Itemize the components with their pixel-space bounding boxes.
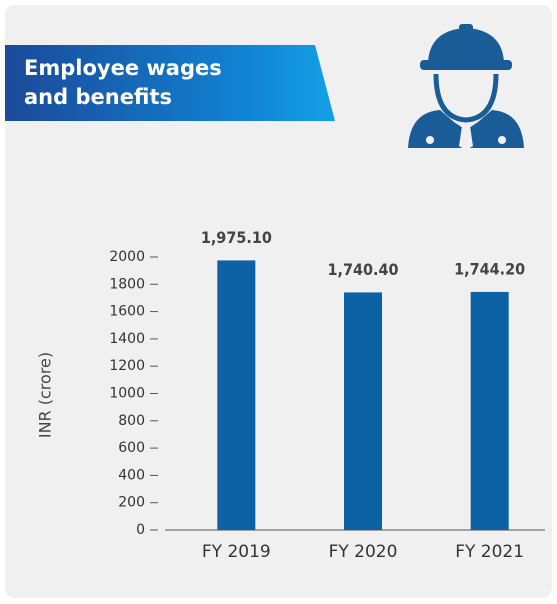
y-tick-label: 1600 xyxy=(109,304,145,320)
y-tick-label: 600 xyxy=(118,440,145,456)
x-tick-label: FY 2019 xyxy=(202,542,271,562)
chart-title: Employee wages and benefits xyxy=(24,56,222,109)
bar xyxy=(217,260,256,530)
value-label: 1,975.10 xyxy=(201,228,272,247)
y-tick-label: 1400 xyxy=(109,331,145,347)
y-tick-label: 800 xyxy=(118,413,145,429)
y-tick-label: 1200 xyxy=(109,358,145,374)
value-label: 1,740.40 xyxy=(327,260,398,279)
y-tick-label: 1000 xyxy=(109,386,145,402)
y-tick-label: 1800 xyxy=(109,276,145,292)
x-tick-label: FY 2020 xyxy=(329,542,398,562)
y-tick-label: 0 xyxy=(136,522,145,538)
bar xyxy=(470,291,509,530)
value-label: 1,744.20 xyxy=(454,259,525,278)
y-tick-label: 2000 xyxy=(109,249,145,265)
y-tick-label: 400 xyxy=(118,467,145,483)
title-banner xyxy=(5,45,335,121)
bar xyxy=(344,292,382,530)
y-axis-label: INR (crore) xyxy=(36,352,55,438)
x-tick-label: FY 2021 xyxy=(455,542,524,562)
worker-icon xyxy=(408,24,524,150)
y-tick-label: 200 xyxy=(118,495,145,511)
